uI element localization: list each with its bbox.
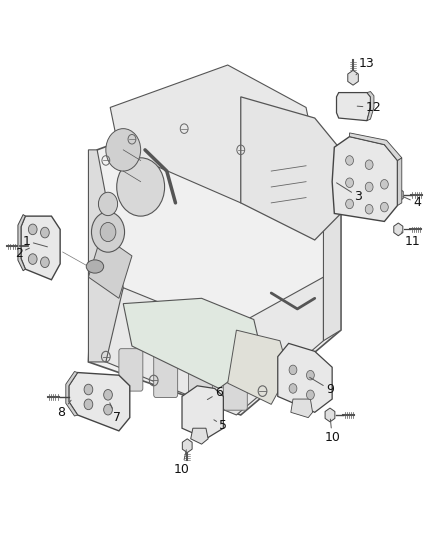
Circle shape <box>104 390 113 400</box>
Polygon shape <box>182 439 192 453</box>
Circle shape <box>41 257 49 268</box>
Circle shape <box>365 182 373 192</box>
Text: 9: 9 <box>310 377 334 396</box>
Polygon shape <box>182 386 223 439</box>
Polygon shape <box>350 133 402 160</box>
Polygon shape <box>278 343 332 413</box>
Polygon shape <box>18 215 25 271</box>
Polygon shape <box>88 97 341 415</box>
Circle shape <box>99 192 117 216</box>
Text: 10: 10 <box>174 450 190 475</box>
Circle shape <box>381 203 389 212</box>
Circle shape <box>365 205 373 214</box>
Circle shape <box>28 224 37 235</box>
FancyBboxPatch shape <box>223 368 247 410</box>
Text: 3: 3 <box>336 183 362 203</box>
Text: 13: 13 <box>356 58 375 75</box>
Text: 2: 2 <box>15 247 29 260</box>
Circle shape <box>84 399 93 410</box>
Circle shape <box>289 365 297 375</box>
Circle shape <box>41 227 49 238</box>
Polygon shape <box>123 298 262 389</box>
Text: 8: 8 <box>57 400 71 419</box>
Circle shape <box>381 180 389 189</box>
FancyBboxPatch shape <box>154 355 178 398</box>
Text: 1: 1 <box>23 235 47 247</box>
Polygon shape <box>394 223 403 236</box>
Circle shape <box>28 254 37 264</box>
Polygon shape <box>241 97 341 341</box>
Polygon shape <box>21 216 60 280</box>
Polygon shape <box>325 408 335 422</box>
Polygon shape <box>336 93 371 120</box>
Circle shape <box>307 370 314 380</box>
Polygon shape <box>191 428 208 444</box>
Circle shape <box>365 160 373 169</box>
Text: 5: 5 <box>214 419 227 432</box>
Circle shape <box>84 384 93 395</box>
Polygon shape <box>69 373 130 431</box>
Polygon shape <box>66 372 78 416</box>
Polygon shape <box>110 65 315 203</box>
FancyBboxPatch shape <box>188 361 212 404</box>
Text: 11: 11 <box>402 232 420 247</box>
Polygon shape <box>367 92 374 120</box>
Text: 12: 12 <box>357 101 381 114</box>
Polygon shape <box>393 188 403 202</box>
FancyBboxPatch shape <box>119 349 143 391</box>
Polygon shape <box>397 158 402 206</box>
Polygon shape <box>29 239 40 254</box>
Circle shape <box>307 390 314 400</box>
Polygon shape <box>88 235 132 298</box>
Circle shape <box>104 405 113 415</box>
Circle shape <box>346 199 353 209</box>
Text: 7: 7 <box>110 403 121 424</box>
Circle shape <box>289 384 297 393</box>
Circle shape <box>117 158 165 216</box>
Text: 4: 4 <box>403 196 421 209</box>
Circle shape <box>92 212 124 252</box>
Circle shape <box>346 156 353 165</box>
Ellipse shape <box>86 260 104 273</box>
Text: 10: 10 <box>324 419 340 444</box>
Polygon shape <box>88 150 123 362</box>
Circle shape <box>106 128 141 171</box>
Polygon shape <box>199 395 208 409</box>
Polygon shape <box>241 97 341 240</box>
Circle shape <box>100 222 116 241</box>
Polygon shape <box>291 399 313 418</box>
Polygon shape <box>228 330 289 405</box>
Polygon shape <box>348 70 358 85</box>
Polygon shape <box>78 390 88 404</box>
Polygon shape <box>332 136 397 221</box>
Circle shape <box>346 178 353 188</box>
Text: 6: 6 <box>207 386 223 400</box>
Polygon shape <box>106 277 323 415</box>
